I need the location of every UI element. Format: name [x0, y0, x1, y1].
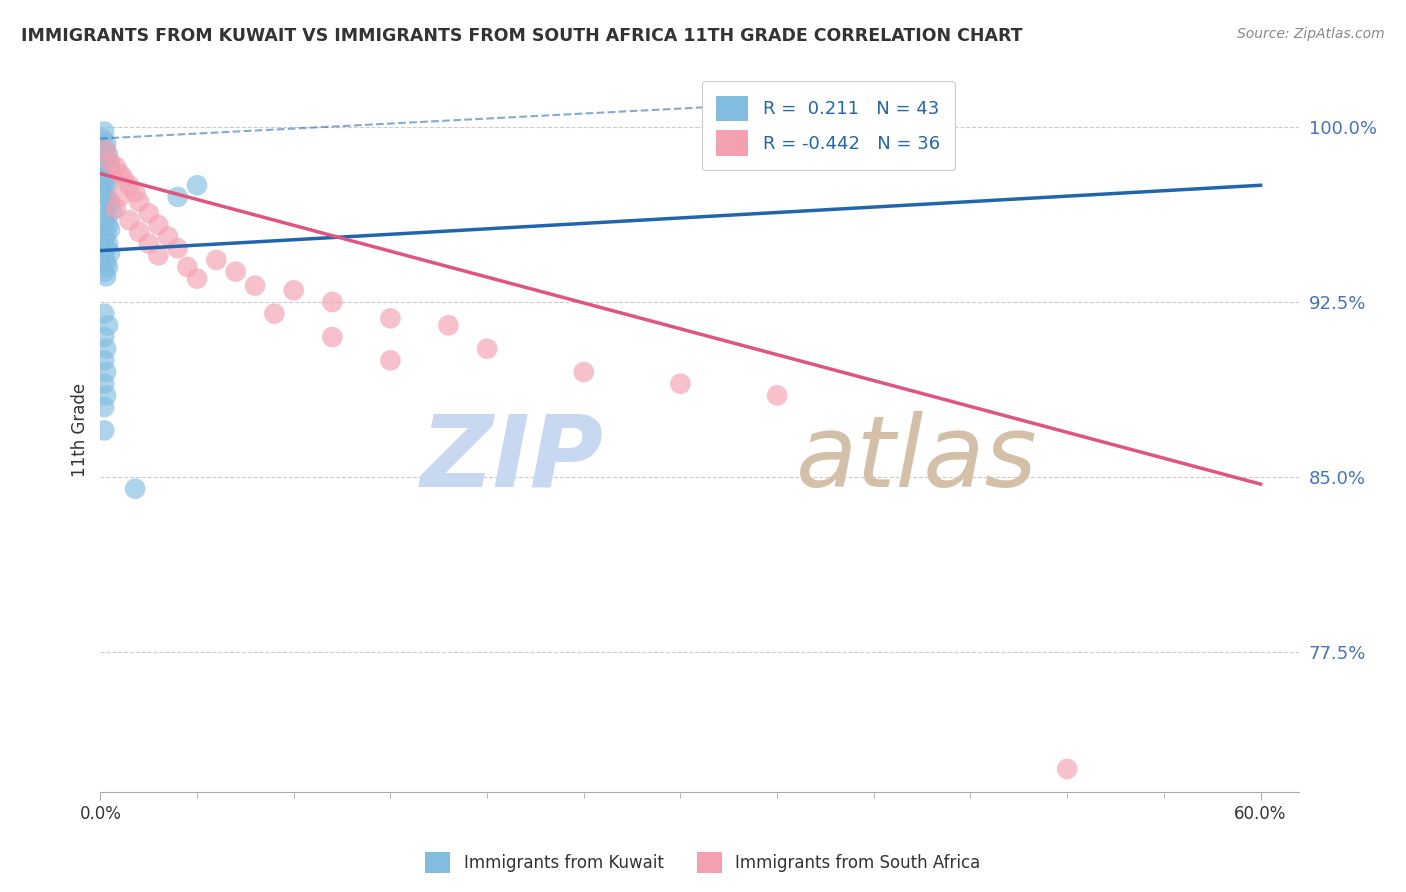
Point	[93, 307, 115, 321]
Point	[321, 295, 343, 310]
Point	[98, 194, 121, 209]
Point	[93, 143, 115, 157]
Point	[97, 260, 120, 274]
Point	[98, 160, 121, 174]
Point	[94, 136, 117, 151]
Point	[475, 342, 498, 356]
Point	[94, 269, 117, 284]
Point	[108, 167, 131, 181]
Point	[94, 190, 117, 204]
Point	[186, 178, 208, 193]
Point	[380, 311, 402, 326]
Point	[98, 155, 121, 169]
Point	[186, 271, 208, 285]
Point	[321, 330, 343, 344]
Point	[101, 203, 124, 218]
Point	[128, 225, 150, 239]
Point	[669, 376, 692, 391]
Point	[93, 213, 115, 227]
Point	[91, 186, 114, 200]
Y-axis label: 11th Grade: 11th Grade	[72, 384, 89, 477]
Text: atlas: atlas	[796, 411, 1038, 508]
Point	[205, 252, 228, 267]
Point	[138, 236, 160, 251]
Point	[97, 148, 120, 162]
Point	[98, 246, 121, 260]
Point	[157, 229, 180, 244]
Point	[104, 160, 127, 174]
Point	[93, 167, 115, 181]
Point	[98, 222, 121, 236]
Point	[94, 209, 117, 223]
Point	[93, 330, 115, 344]
Point	[118, 178, 141, 193]
Point	[93, 265, 115, 279]
Point	[94, 143, 117, 157]
Point	[124, 482, 146, 496]
Point	[97, 199, 120, 213]
Text: Source: ZipAtlas.com: Source: ZipAtlas.com	[1237, 27, 1385, 41]
Point	[104, 202, 127, 216]
Point	[263, 307, 285, 321]
Point	[112, 171, 135, 186]
Point	[148, 218, 170, 232]
Point	[380, 353, 402, 368]
Point	[94, 227, 117, 242]
Point	[138, 206, 160, 220]
Point	[91, 131, 114, 145]
Point	[166, 241, 188, 255]
Legend: Immigrants from Kuwait, Immigrants from South Africa: Immigrants from Kuwait, Immigrants from …	[419, 846, 987, 880]
Text: ZIP: ZIP	[420, 411, 603, 508]
Point	[94, 388, 117, 402]
Point	[225, 265, 247, 279]
Point	[176, 260, 198, 274]
Point	[97, 176, 120, 190]
Point	[93, 376, 115, 391]
Point	[93, 178, 115, 193]
Point	[148, 248, 170, 262]
Point	[166, 190, 188, 204]
Point	[108, 190, 131, 204]
Point	[766, 388, 789, 402]
Point	[94, 155, 117, 169]
Point	[94, 342, 117, 356]
Point	[572, 365, 595, 379]
Point	[94, 255, 117, 269]
Point	[283, 283, 305, 297]
Point	[97, 236, 120, 251]
Point	[243, 278, 266, 293]
Point	[93, 400, 115, 414]
Point	[93, 424, 115, 438]
Point	[128, 194, 150, 209]
Point	[93, 124, 115, 138]
Legend: R =  0.211   N = 43, R = -0.442   N = 36: R = 0.211 N = 43, R = -0.442 N = 36	[702, 81, 955, 170]
Point	[93, 251, 115, 265]
Point	[94, 365, 117, 379]
Point	[93, 353, 115, 368]
Point	[93, 232, 115, 246]
Point	[124, 186, 146, 200]
Point	[94, 171, 117, 186]
Text: IMMIGRANTS FROM KUWAIT VS IMMIGRANTS FROM SOUTH AFRICA 11TH GRADE CORRELATION CH: IMMIGRANTS FROM KUWAIT VS IMMIGRANTS FRO…	[21, 27, 1022, 45]
Point	[94, 241, 117, 255]
Point	[437, 318, 460, 333]
Point	[97, 218, 120, 232]
Point	[97, 318, 120, 333]
Point	[118, 213, 141, 227]
Point	[1056, 762, 1078, 776]
